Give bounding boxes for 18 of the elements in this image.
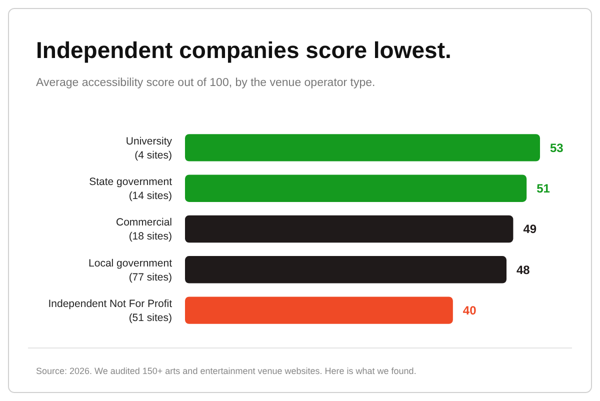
y-tick-label: Independent Not For Profit (51 sites)	[48, 298, 172, 324]
bar	[185, 256, 507, 284]
source-note: Source: 2026. We audited 150+ arts and entertainment venue websites. Here is what we found.	[36, 366, 416, 376]
bar	[185, 174, 527, 202]
y-tick-label: State government (14 sites)	[89, 176, 172, 202]
data-label: 49	[523, 222, 537, 236]
chart-title: Independent companies score lowest.	[36, 37, 452, 63]
data-label: 48	[516, 262, 530, 277]
y-tick-label: University (4 sites)	[126, 135, 173, 162]
data-label: 51	[536, 182, 550, 196]
y-tick-label: Commercial (18 sites)	[116, 216, 172, 243]
bar	[185, 296, 453, 324]
data-label: 53	[550, 140, 564, 155]
chart-subtitle: Average accessibility score out of 100, by the venue operator type.	[36, 77, 376, 89]
bar	[185, 134, 540, 162]
bar	[185, 215, 514, 243]
data-label: 40	[462, 304, 477, 318]
y-tick-label: Local government (77 sites)	[88, 257, 172, 284]
